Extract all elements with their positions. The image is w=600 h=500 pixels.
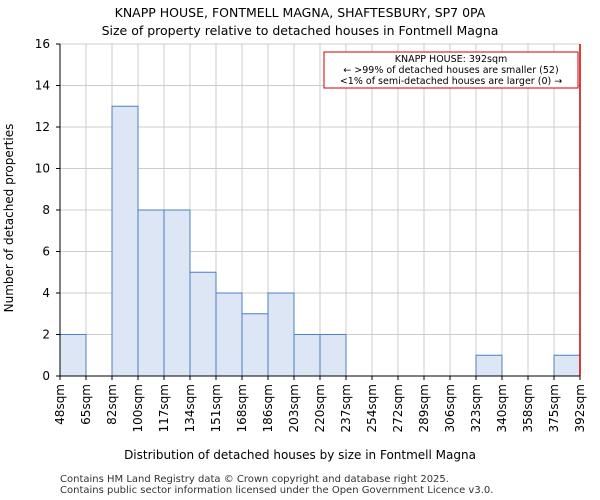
x-tick-label: 220sqm [313, 384, 327, 432]
annotation-frame [323, 51, 579, 89]
x-tick-label: 323sqm [469, 384, 483, 432]
x-tick-labels: 48sqm 65sqm 82sqm 100sqm 117sqm 134sqm 151sqm 1… [53, 376, 587, 432]
annotation-box: KNAPP HOUSE: 392sqm ← >99% of detached h… [323, 51, 579, 89]
x-tick-label: 203sqm [287, 384, 301, 432]
annotation-line-2: ← >99% of detached houses are smaller (5… [343, 65, 558, 76]
x-tick-label: 168sqm [235, 384, 249, 432]
bar-203sqm [293, 334, 321, 377]
y-tick-label: 0 [42, 369, 50, 383]
annotation-line-3: <1% of semi-detached houses are larger (… [340, 76, 562, 87]
x-tick-label: 186sqm [261, 384, 275, 432]
y-tick-labels: 0 2 4 6 8 10 12 14 16 [35, 37, 60, 383]
bar-117sqm [163, 209, 191, 377]
y-tick-label: 8 [42, 203, 50, 217]
x-tick-label: 340sqm [495, 384, 509, 432]
x-tick-label: 375sqm [547, 384, 561, 432]
y-tick-label: 16 [35, 37, 50, 51]
y-tick-label: 12 [35, 120, 50, 134]
x-tick-label: 48sqm [53, 384, 67, 425]
chart-subtitle: Size of property relative to detached ho… [102, 23, 499, 38]
x-tick-label: 151sqm [209, 384, 223, 432]
footer-line-1: Contains HM Land Registry data © Crown c… [60, 474, 449, 485]
x-tick-label: 358sqm [521, 384, 535, 432]
y-tick-label: 4 [42, 286, 50, 300]
y-axis-label: Number of detached properties [2, 124, 16, 313]
bar-48sqm [59, 334, 87, 377]
x-tick-label: 272sqm [391, 384, 405, 432]
x-axis-label: Distribution of detached houses by size … [124, 448, 476, 462]
x-tick-label: 65sqm [79, 384, 93, 425]
bar-82sqm [111, 105, 139, 377]
x-tick-label: 254sqm [365, 384, 379, 432]
y-tick-label: 2 [42, 328, 50, 342]
bar-134sqm [189, 271, 217, 377]
x-tick-label: 82sqm [105, 384, 119, 425]
x-tick-label: 237sqm [339, 384, 353, 432]
x-tick-label: 117sqm [157, 384, 171, 432]
bar-323sqm [475, 354, 503, 377]
bar-100sqm [137, 209, 165, 377]
bar-168sqm [241, 313, 269, 377]
annotation-line-1: KNAPP HOUSE: 392sqm [395, 54, 508, 65]
chart-title: KNAPP HOUSE, FONTMELL MAGNA, SHAFTESBURY… [115, 5, 486, 20]
x-tick-label: 100sqm [131, 384, 145, 432]
y-tick-label: 10 [35, 162, 50, 176]
bar-151sqm [215, 292, 243, 377]
bar-375sqm [553, 354, 581, 377]
x-tick-label: 306sqm [443, 384, 457, 432]
bar-220sqm [319, 334, 347, 377]
bars [59, 105, 581, 377]
bar-186sqm [267, 292, 295, 377]
x-tick-label: 392sqm [573, 384, 587, 432]
x-tick-label: 289sqm [417, 384, 431, 432]
x-tick-label: 134sqm [183, 384, 197, 432]
y-tick-label: 14 [35, 79, 50, 93]
footer-line-2: Contains public sector information licen… [60, 485, 493, 496]
y-tick-label: 6 [42, 245, 50, 259]
